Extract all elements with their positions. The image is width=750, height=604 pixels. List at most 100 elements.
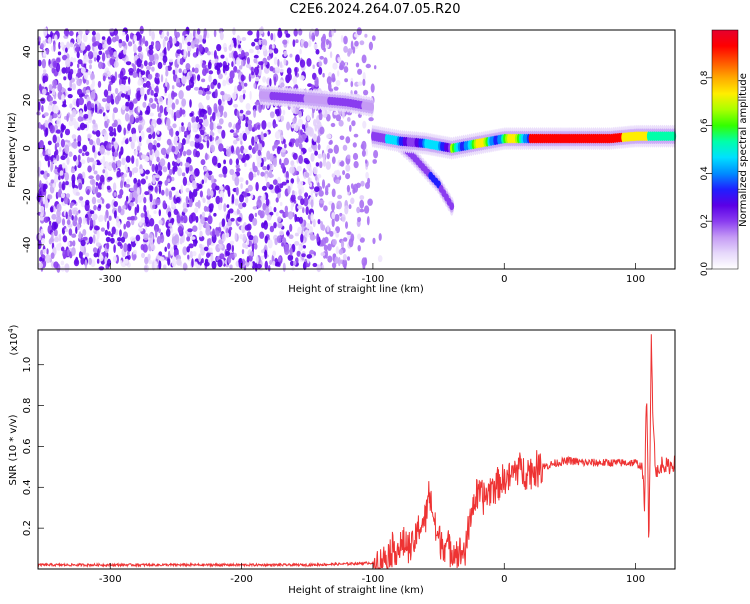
spectrogram-noise-speck	[202, 197, 206, 204]
spectrogram-noise-speck	[214, 88, 218, 99]
spectrogram-noise-speck	[251, 71, 255, 76]
spectrogram-noise-speck	[43, 216, 49, 223]
spectrogram-noise-speck	[69, 202, 75, 207]
spectrogram-noise-speck	[39, 217, 45, 221]
spectrogram-noise-speck	[253, 173, 257, 178]
spectrogram-noise-speck	[264, 249, 268, 260]
spectrogram-noise-speck	[135, 234, 141, 242]
spectrogram-noise-speck	[106, 95, 112, 104]
spectrogram-noise-speck	[114, 87, 119, 95]
spectrogram-noise-speck	[218, 118, 224, 125]
spectrogram-noise-speck	[258, 40, 262, 45]
spectrogram-noise-speck	[173, 136, 179, 142]
spectrogram-noise-speck	[57, 51, 62, 56]
spectrogram-noise-speck	[288, 234, 294, 239]
spectrogram-noise-speck	[147, 73, 153, 80]
spectrogram-noise-speck	[47, 156, 52, 161]
spectrogram-noise-speck	[187, 228, 193, 233]
spectrogram-noise-speck	[43, 112, 49, 117]
spectrogram-noise-speck	[111, 148, 116, 153]
spectrogram-noise-speck	[314, 28, 320, 37]
spectrogram-noise-speck	[362, 120, 367, 129]
spectrogram-noise-speck	[83, 124, 88, 129]
spectrogram-noise-speck	[250, 193, 254, 199]
spectrogram-noise-speck	[256, 263, 262, 269]
snr-x-axis-label: Height of straight line (km)	[288, 585, 424, 596]
spectrogram-noise-speck	[292, 117, 297, 125]
spectrogram-noise-speck	[144, 93, 147, 101]
spectrogram-noise-speck	[171, 90, 175, 100]
spectrogram-noise-speck	[209, 247, 213, 253]
spectrogram-noise-speck	[121, 140, 124, 145]
spectrogram-noise-speck	[119, 70, 124, 80]
spectrogram-noise-speck	[78, 216, 82, 225]
spectrogram-noise-speck	[273, 33, 276, 42]
spectrogram-noise-speck	[151, 174, 156, 185]
spectrogram-noise-speck	[122, 31, 126, 36]
spectrogram-noise-speck	[304, 232, 308, 237]
spectrogram-noise-speck	[349, 124, 352, 132]
spectrogram-noise-speck	[89, 64, 92, 70]
spectrogram-noise-speck	[296, 175, 300, 185]
spectrogram-noise-speck	[77, 63, 80, 69]
spectrogram-noise-speck	[333, 86, 339, 91]
spectrogram-noise-speck	[49, 206, 54, 213]
spectrogram-noise-speck	[52, 134, 57, 144]
spectrogram-noise-speck	[63, 76, 67, 81]
spectrogram-noise-speck	[64, 172, 69, 182]
spectrogram-noise-speck	[233, 66, 237, 71]
spectrogram-noise-speck	[171, 145, 176, 153]
spectrogram-noise-speck	[218, 173, 224, 178]
spectrogram-noise-speck	[140, 178, 146, 185]
spectrogram-noise-speck	[223, 46, 228, 53]
spectrogram-noise-speck	[256, 169, 260, 176]
spectrogram-noise-speck	[187, 41, 192, 47]
spectrogram-noise-speck	[242, 202, 247, 208]
spectrogram-noise-speck	[161, 31, 165, 39]
spectrogram-noise-speck	[42, 195, 46, 205]
spectrogram-noise-speck	[293, 260, 297, 266]
spectrogram-noise-speck	[67, 94, 73, 99]
spectrogram-noise-speck	[254, 101, 260, 106]
spectrogram-noise-speck	[42, 184, 46, 193]
spectrogram-noise-speck	[185, 196, 189, 204]
spectrogram-noise-speck	[49, 124, 55, 134]
spectrogram-noise-speck	[335, 226, 340, 234]
spectrogram-noise-speck	[108, 126, 114, 133]
spectrogram-noise-speck	[189, 70, 193, 78]
spectrogram-noise-speck	[227, 185, 231, 195]
spectrogram-noise-speck	[137, 179, 141, 187]
spectrogram-noise-speck	[73, 258, 80, 267]
spectrogram-noise-speck	[153, 140, 157, 145]
spectrogram-noise-speck	[355, 62, 360, 68]
spectrogram-noise-speck	[79, 122, 86, 131]
spectrogram-noise-speck	[43, 173, 46, 179]
y-tick-label: 0.4	[22, 479, 33, 495]
spectrogram-noise-speck	[155, 198, 161, 206]
spectrogram-noise-speck	[248, 123, 253, 132]
y-tick-label: 0.2	[22, 520, 33, 536]
spectrogram-noise-speck	[371, 35, 376, 41]
spectrogram-noise-speck	[337, 194, 343, 200]
spectrogram-noise-speck	[345, 164, 351, 172]
spectrogram-noise-speck	[194, 207, 199, 214]
spectrogram-noise-speck	[154, 186, 158, 193]
spectrogram-noise-speck	[342, 170, 346, 176]
spectrogram-noise-speck	[60, 260, 65, 266]
spectrogram-noise-speck	[261, 249, 265, 254]
spectrogram-noise-speck	[71, 207, 77, 215]
spectrogram-noise-speck	[176, 215, 181, 224]
spectrogram-noise-speck	[52, 79, 58, 87]
spectrogram-noise-speck	[211, 174, 215, 185]
spectrogram-noise-speck	[239, 94, 244, 103]
spectrogram-noise-speck	[48, 84, 53, 91]
spectrogram-noise-speck	[182, 202, 187, 211]
spectrogram-noise-speck	[93, 204, 97, 211]
spectrogram-noise-speck	[106, 242, 110, 250]
spectrogram-noise-speck	[239, 177, 244, 183]
spectrogram-noise-speck	[185, 85, 191, 91]
spectrogram-noise-speck	[326, 225, 330, 233]
spectrogram-noise-speck	[209, 134, 213, 142]
spectrogram-noise-speck	[193, 86, 200, 91]
